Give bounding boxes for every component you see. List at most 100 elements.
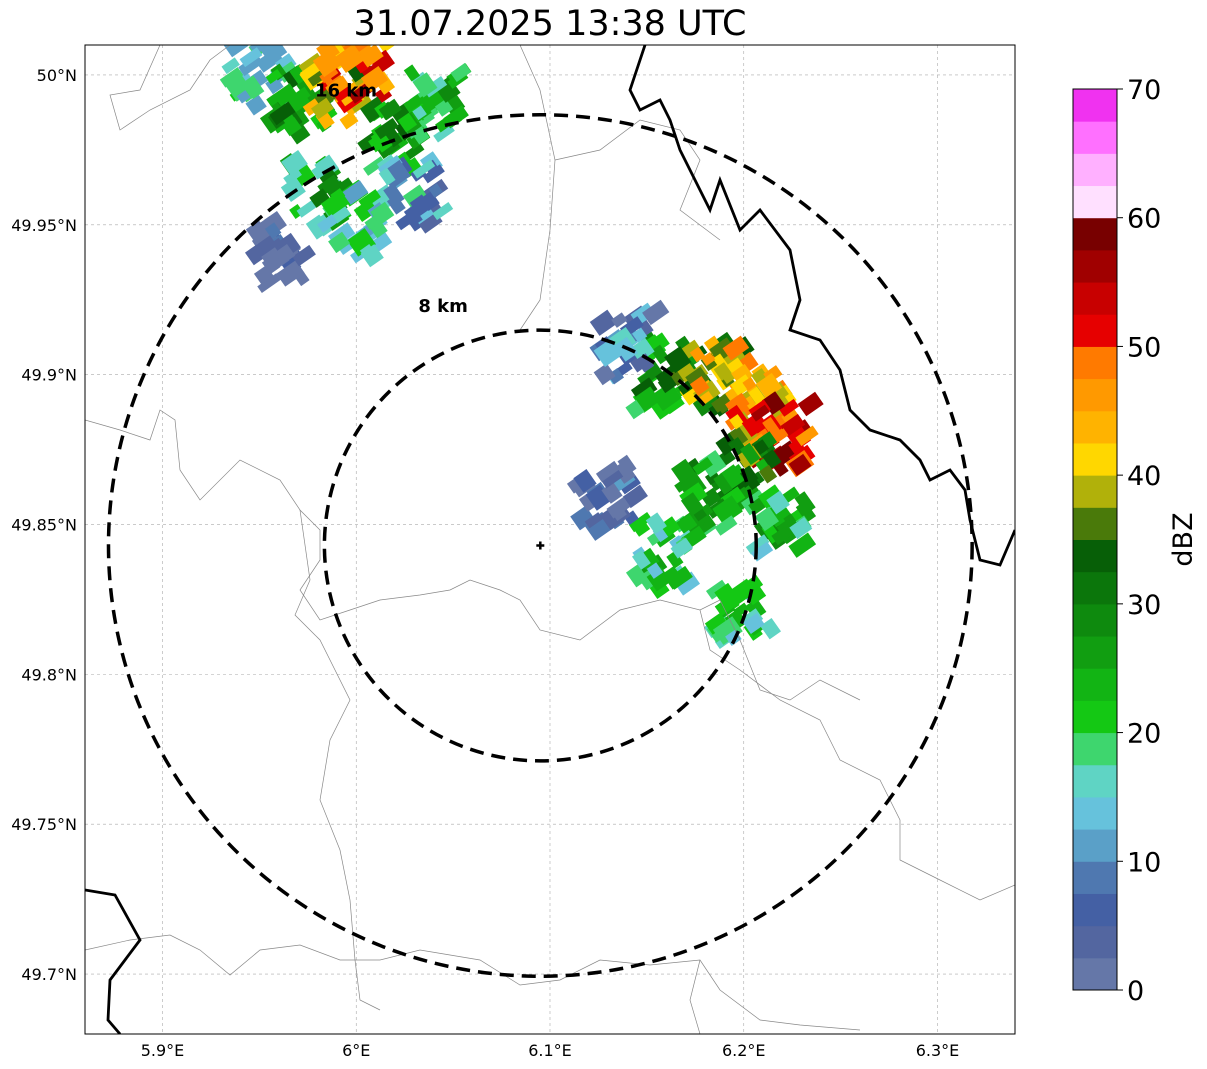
echo-pixel [713,473,733,495]
echo-pixel [651,344,670,365]
echo-pixel [433,123,455,143]
municipal-border [85,934,861,1031]
echo-pixel [661,566,685,590]
colorbar-segment [1073,314,1117,347]
municipal-border [699,609,1015,901]
echo-pixel [741,411,768,438]
echo-pixel [700,487,722,508]
colorbar-segment [1073,249,1117,283]
echo-pixel [450,62,472,83]
echo-pixel [613,460,636,484]
municipal-border [85,409,861,701]
echo-pixel [257,273,281,294]
colorbar-segment [1073,571,1117,605]
echo-pixel [307,70,325,87]
echo-pixel [311,97,334,120]
colorbar-tick-label: 60 [1127,204,1161,235]
radar-site-marker [536,541,545,550]
echo-pixel [359,45,384,68]
echo-pixel [265,68,283,84]
echo-pixel [757,484,784,510]
echo-pixel [676,513,698,535]
echo-pixel [325,75,350,98]
echo-pixel [635,353,655,373]
echo-pixel [762,416,782,439]
echo-pixel [742,376,757,392]
echo-pixel [570,505,596,531]
echo-pixel [755,372,783,399]
echo-pixel [282,117,302,137]
y-tick-label: 50°N [37,66,77,85]
y-tick-label: 49.95°N [11,216,77,235]
x-tick-label: 6.1°E [528,1041,572,1060]
colorbar-segment [1073,764,1117,798]
echo-pixel [370,201,395,226]
y-tick-label: 49.8°N [21,665,77,684]
colorbar-segment [1073,410,1117,444]
echo-pixel [320,190,349,217]
x-tick-label: 5.9°E [141,1041,185,1060]
echo-pixel [239,47,263,68]
echo-pixel [261,247,282,267]
echo-pixel [412,72,438,98]
echo-pixel [311,158,336,180]
echo-pixel [238,54,264,77]
y-tick-label: 49.7°N [21,965,77,984]
echo-pixel [689,376,710,396]
echo-pixel [319,66,339,84]
echo-pixel [622,484,648,509]
echo-pixel [363,156,386,176]
colorbar-segment [1073,475,1117,508]
echo-pixel [713,362,733,381]
colorbar-segment [1073,796,1117,830]
echo-pixel [253,265,274,285]
axes-frame [84,44,1016,1035]
echo-pixel [646,562,664,579]
echo-pixel [370,129,393,153]
echo-pixel [727,426,749,448]
echo-pixel [788,532,817,558]
echo-pixel [795,425,819,447]
echo-pixel [714,515,738,536]
colorbar-tick-label: 50 [1127,332,1161,363]
colorbar-segment [1073,217,1117,251]
echo-pixel [750,404,770,422]
gridlines [85,45,1015,1034]
echo-pixel [760,617,781,640]
colorbar-segment [1073,121,1117,154]
echo-pixel [358,189,381,209]
echo-pixel [360,65,389,93]
colorbar-segment [1073,732,1117,766]
echo-pixel [719,464,745,491]
echo-pixel [670,537,693,559]
echo-pixel [758,464,778,484]
echo-pixel [669,535,685,550]
echo-pixel [704,470,720,485]
echo-pixel [285,86,314,113]
echo-pixel [281,149,308,176]
echo-pixel [283,168,302,185]
range-rings: 8 km 16 km [106,81,974,978]
echo-pixel [659,516,681,537]
echo-pixel [628,512,653,533]
colorbar-segment [1073,282,1117,315]
echo-pixel [397,112,418,133]
municipal-border [519,45,556,331]
echo-pixel [573,469,597,493]
echo-pixel [374,117,399,140]
echo-pixel [645,512,667,535]
echo-pixel [403,205,423,226]
echo-pixel [422,164,445,184]
echo-pixel [794,491,816,515]
colorbar-segment [1073,893,1117,927]
echo-pixel [611,312,628,328]
echo-pixel [434,98,454,117]
echo-pixel [797,391,824,417]
y-tick-label: 49.85°N [11,516,77,535]
echo-pixel [632,327,648,343]
echo-pixel [348,81,374,104]
x-axis-ticks: 5.9°E 6°E 6.1°E 6.2°E 6.3°E [141,1041,960,1060]
colorbar-tick-label: 0 [1127,976,1144,1007]
echo-pixel [403,64,421,82]
colorbar-label: dBZ [1168,512,1199,566]
